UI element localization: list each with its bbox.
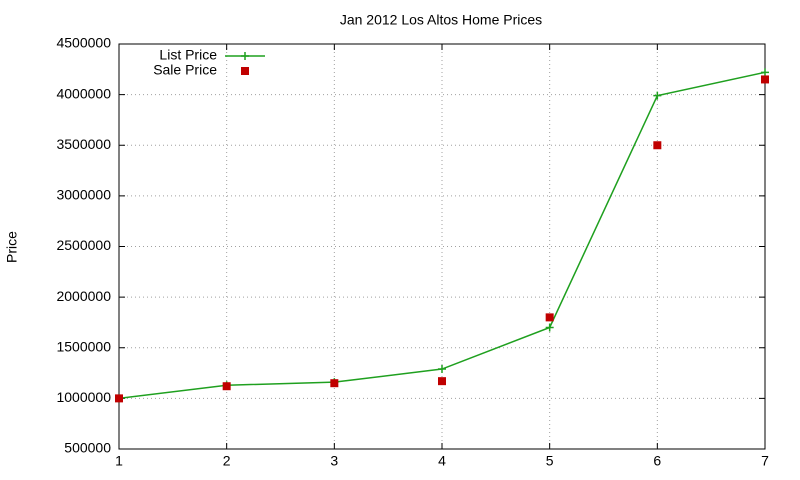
data-point (438, 377, 446, 386)
legend-marker (241, 67, 249, 75)
x-tick-label: 6 (653, 453, 661, 469)
data-point (115, 394, 123, 403)
x-tick-label: 3 (330, 453, 338, 469)
x-tick-label: 7 (761, 453, 769, 469)
y-tick-label: 3500000 (56, 136, 111, 152)
y-tick-label: 2500000 (56, 237, 111, 253)
data-point (761, 68, 769, 77)
data-point (653, 91, 662, 100)
data-point (545, 313, 554, 322)
y-axis-label: Price (4, 231, 20, 263)
x-tick-label: 5 (546, 453, 554, 469)
data-point (653, 141, 662, 150)
legend-label: Sale Price (153, 62, 217, 78)
y-tick-label: 1000000 (56, 389, 111, 405)
y-tick-label: 3000000 (56, 187, 111, 203)
y-tick-label: 2000000 (56, 288, 111, 304)
chart-title: Jan 2012 Los Altos Home Prices (340, 12, 542, 28)
data-point (330, 379, 339, 388)
x-tick-label: 4 (438, 453, 446, 469)
legend-marker (241, 52, 249, 60)
data-point (761, 75, 769, 84)
y-tick-label: 1500000 (56, 338, 111, 354)
data-point (545, 323, 554, 332)
y-tick-label: 4000000 (56, 85, 111, 101)
x-tick-label: 1 (115, 453, 123, 469)
data-point (222, 382, 231, 391)
series-line (118, 71, 766, 400)
data-point (438, 365, 446, 374)
legend-label: List Price (159, 47, 217, 63)
y-tick-label: 500000 (64, 440, 111, 456)
y-tick-label: 4500000 (56, 35, 111, 51)
x-tick-label: 2 (223, 453, 231, 469)
